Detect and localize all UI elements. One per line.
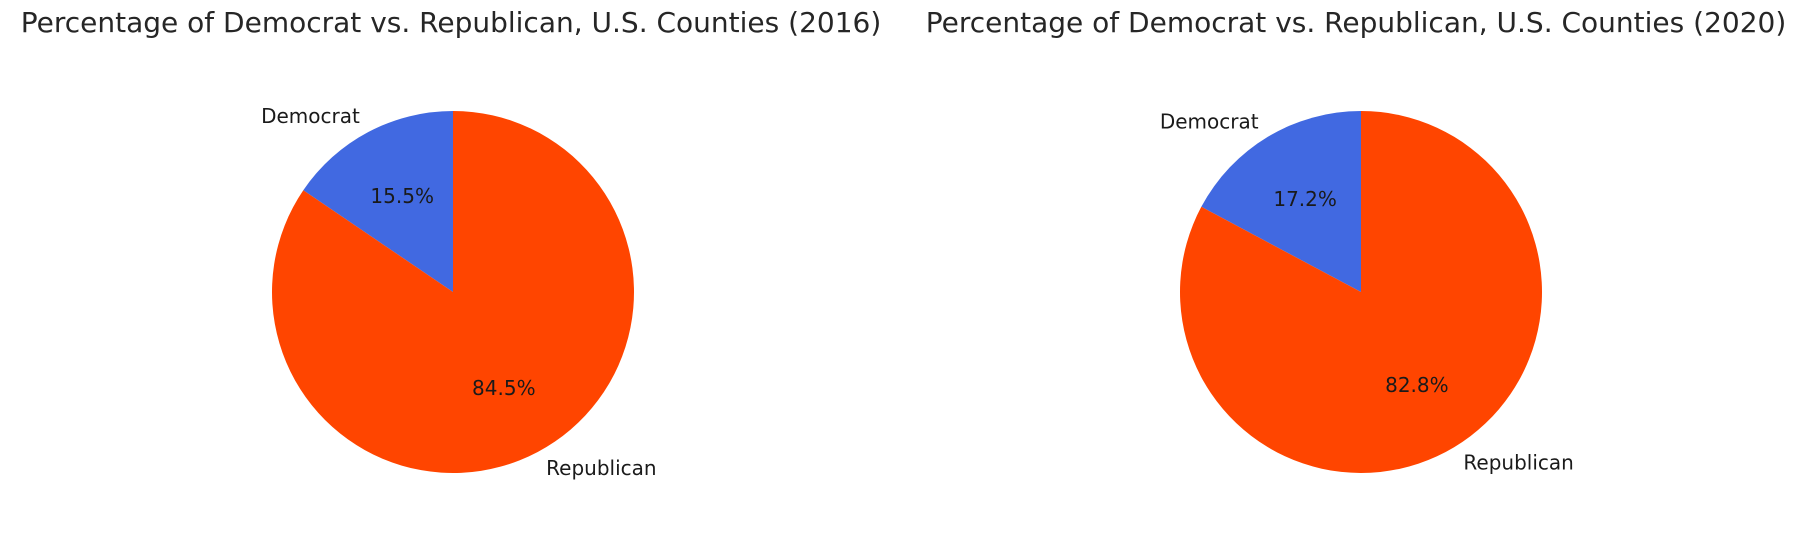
pie-value-label-republican: 84.5% — [472, 376, 536, 400]
chart-title-2016: Percentage of Democrat vs. Republican, U… — [20, 6, 882, 39]
pie-2020: 17.2% Democrat 82.8% Republican — [1160, 109, 1574, 474]
pie-value-label-democrat: 15.5% — [370, 184, 434, 208]
chart-title-2020: Percentage of Democrat vs. Republican, U… — [925, 6, 1787, 39]
pie-slice-democrat — [303, 111, 453, 292]
pie-category-label-republican: Republican — [1463, 451, 1573, 475]
pie-value-label-democrat: 17.2% — [1273, 187, 1337, 211]
pie-category-label-republican: Republican — [546, 456, 656, 480]
pie-slice-republican — [1180, 111, 1543, 474]
pie-slice-democrat — [1201, 111, 1361, 292]
pie-value-label-republican: 82.8% — [1385, 373, 1449, 397]
pie-2016: 15.5% Democrat 84.5% Republican — [261, 104, 657, 480]
pie-slice-republican — [271, 111, 634, 473]
pie-category-label-democrat: Democrat — [1160, 109, 1259, 133]
pie-category-label-democrat: Democrat — [261, 104, 360, 128]
